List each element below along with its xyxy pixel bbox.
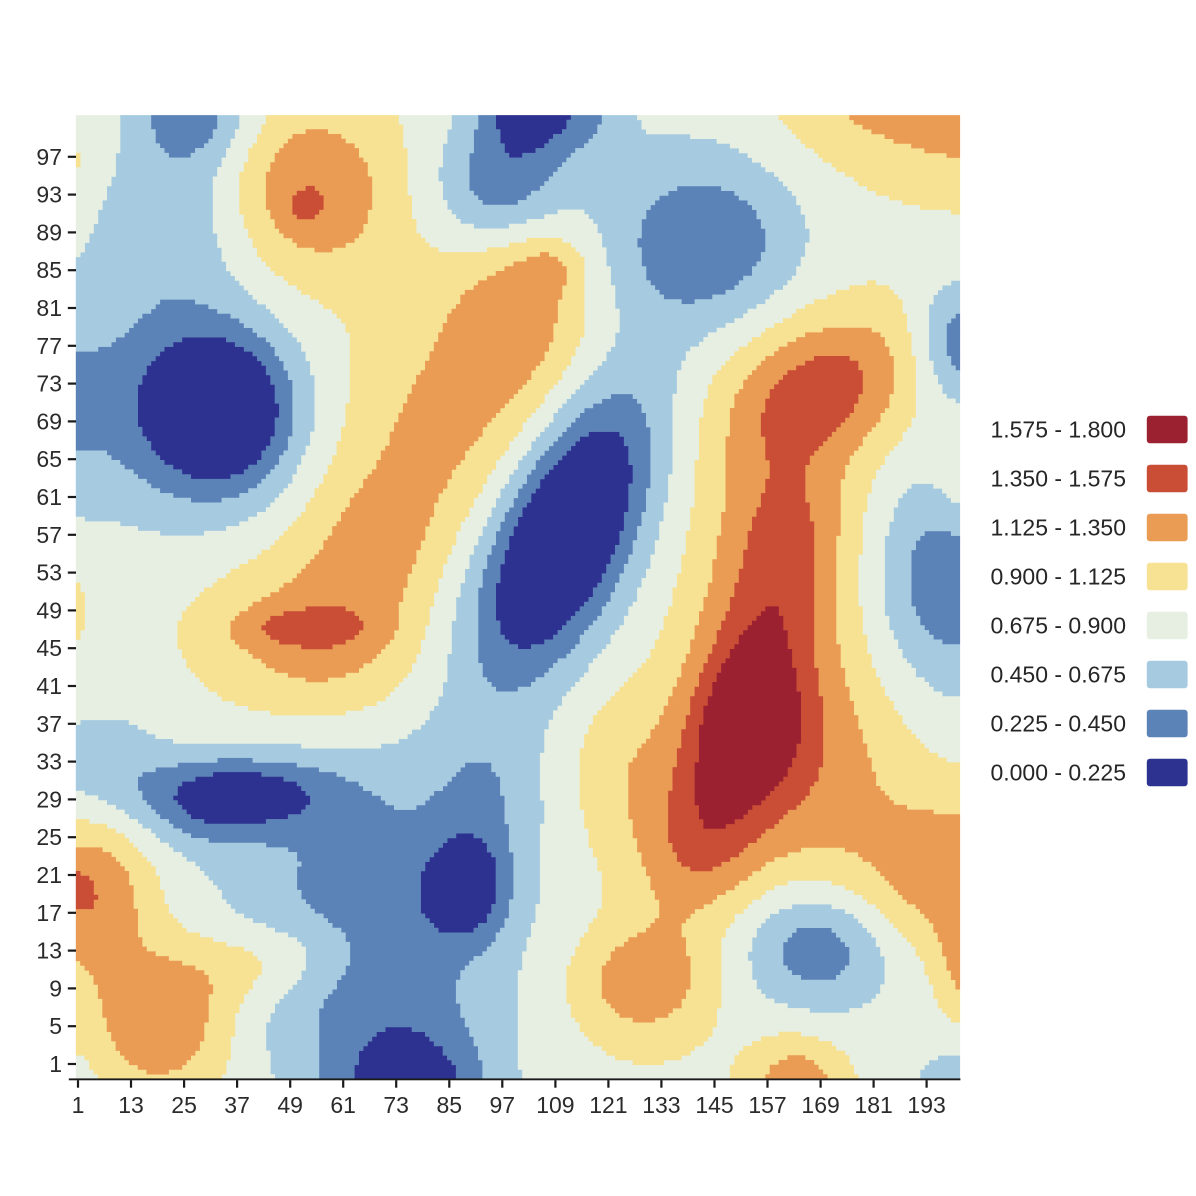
svg-text:37: 37: [224, 1092, 250, 1118]
svg-text:97: 97: [36, 144, 62, 170]
svg-text:65: 65: [36, 446, 62, 472]
svg-text:5: 5: [49, 1013, 62, 1039]
svg-text:1: 1: [49, 1051, 62, 1077]
svg-text:61: 61: [36, 484, 62, 510]
svg-text:53: 53: [36, 560, 62, 586]
svg-text:93: 93: [36, 182, 62, 208]
svg-text:85: 85: [437, 1092, 463, 1118]
svg-text:181: 181: [854, 1092, 892, 1118]
svg-text:73: 73: [383, 1092, 409, 1118]
svg-text:0.000 - 0.225: 0.000 - 0.225: [990, 760, 1126, 786]
svg-text:41: 41: [36, 673, 62, 699]
svg-text:1.125 - 1.350: 1.125 - 1.350: [990, 515, 1126, 541]
svg-text:133: 133: [642, 1092, 680, 1118]
svg-text:157: 157: [748, 1092, 786, 1118]
svg-text:193: 193: [907, 1092, 945, 1118]
svg-text:73: 73: [36, 371, 62, 397]
svg-text:25: 25: [36, 824, 62, 850]
svg-text:81: 81: [36, 295, 62, 321]
svg-text:0.225 - 0.450: 0.225 - 0.450: [990, 711, 1126, 737]
svg-text:17: 17: [36, 900, 62, 926]
svg-text:49: 49: [36, 597, 62, 623]
svg-text:37: 37: [36, 711, 62, 737]
svg-text:169: 169: [801, 1092, 839, 1118]
svg-text:109: 109: [536, 1092, 574, 1118]
svg-text:121: 121: [589, 1092, 627, 1118]
svg-text:1: 1: [72, 1092, 85, 1118]
svg-text:89: 89: [36, 219, 62, 245]
svg-text:49: 49: [277, 1092, 303, 1118]
svg-text:69: 69: [36, 408, 62, 434]
svg-text:1.575 - 1.800: 1.575 - 1.800: [990, 417, 1126, 443]
svg-text:29: 29: [36, 786, 62, 812]
svg-text:21: 21: [36, 862, 62, 888]
svg-text:77: 77: [36, 333, 62, 359]
svg-text:85: 85: [36, 257, 62, 283]
svg-text:0.900 - 1.125: 0.900 - 1.125: [990, 564, 1126, 590]
svg-text:0.450 - 0.675: 0.450 - 0.675: [990, 662, 1126, 688]
svg-text:25: 25: [171, 1092, 197, 1118]
svg-text:33: 33: [36, 749, 62, 775]
svg-text:145: 145: [695, 1092, 733, 1118]
svg-text:61: 61: [330, 1092, 356, 1118]
svg-text:97: 97: [490, 1092, 516, 1118]
svg-text:0.675 - 0.900: 0.675 - 0.900: [990, 613, 1126, 639]
svg-text:13: 13: [118, 1092, 144, 1118]
svg-text:9: 9: [49, 975, 62, 1001]
svg-text:1.350 - 1.575: 1.350 - 1.575: [990, 466, 1126, 492]
svg-text:45: 45: [36, 635, 62, 661]
svg-text:13: 13: [36, 938, 62, 964]
svg-text:57: 57: [36, 522, 62, 548]
